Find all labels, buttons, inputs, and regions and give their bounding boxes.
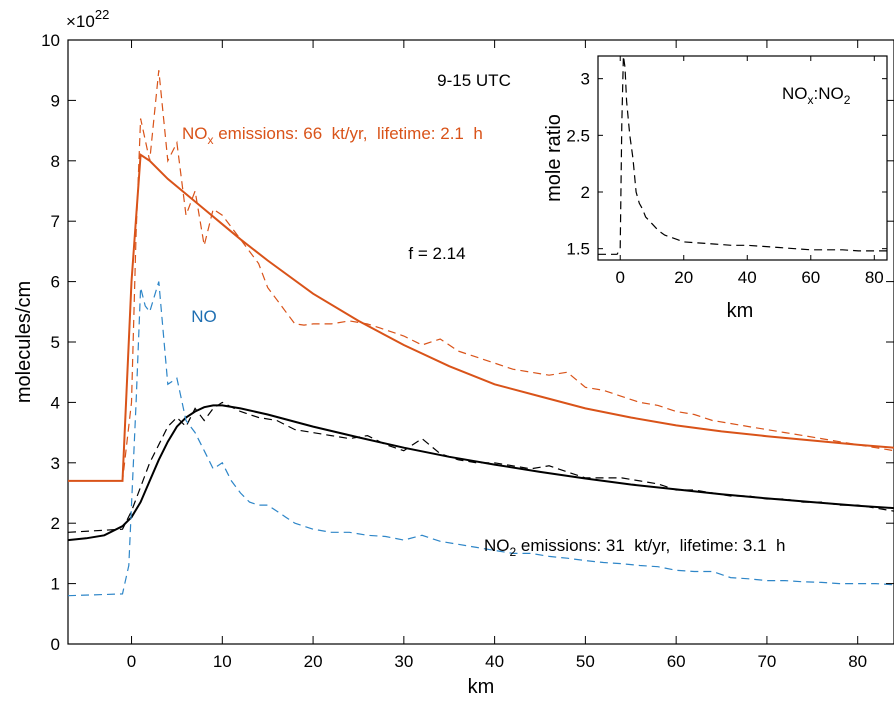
no2-label-post: emissions: 31 kt/yr, lifetime: 3.1 h [516,536,785,555]
y-tick-label: 5 [51,333,60,352]
main-x-ticks: 0 10 20 30 40 50 60 70 80 [127,40,867,671]
nox-label-pre: NO [182,124,208,143]
y-multiplier-base: ×10 [66,12,95,31]
x-tick-label: 30 [394,652,413,671]
y-multiplier: ×1022 [66,7,109,31]
time-label: 9-15 UTC [437,71,511,90]
x-tick-label: 70 [757,652,776,671]
series-line-no-obs [67,281,894,597]
y-tick-label: 1.5 [566,240,590,259]
inset-y-ticks: 1.5 2 2.5 3 [566,70,887,259]
no2-emissions-label: NO2 emissions: 31 kt/yr, lifetime: 3.1 h [484,536,785,559]
main-x-axis-label: km [468,676,495,698]
inset-label-mid: :NO [814,84,844,103]
y-tick-label: 1 [51,575,60,594]
x-tick-label: 40 [485,652,504,671]
inset-plot-area [597,55,888,261]
y-tick-label: 4 [51,393,60,412]
y-tick-label: 0 [51,635,60,654]
no2-label-pre: NO [484,536,510,555]
inset-y-axis-label: mole ratio [543,114,565,202]
inset-x-ticks: 0 20 40 60 80 [615,56,884,287]
y-tick-label: 6 [51,273,60,292]
y-tick-label: 9 [51,91,60,110]
y-tick-label: 3 [581,70,590,89]
x-tick-label: 0 [615,268,624,287]
inset-label-sub1: x [808,93,814,107]
y-tick-label: 7 [51,212,60,231]
inset-ratio-label: NOx:NO2 [782,84,851,107]
series-line-nox-fit [68,153,894,482]
nox-emissions-label: NOx emissions: 66 kt/yr, lifetime: 2.1 h [182,124,483,147]
x-tick-label: 40 [738,268,757,287]
series-line-nox-obs [68,70,894,482]
inset-x-axis-label: km [727,300,754,322]
x-tick-label: 60 [801,268,820,287]
f-label: f = 2.14 [408,244,465,263]
nox-label-sub: x [208,133,214,147]
inset-series-group [598,55,887,255]
y-tick-label: 8 [51,152,60,171]
main-y-ticks: 0 1 2 3 4 5 6 7 8 9 10 [41,31,894,654]
series-line-no2-fit [67,404,894,542]
x-tick-label: 80 [865,268,884,287]
x-tick-label: 20 [674,268,693,287]
main-series-group [67,70,894,597]
no2-label-sub: 2 [510,545,517,559]
x-tick-label: 50 [576,652,595,671]
main-y-axis-label: molecules/cm [13,281,35,403]
y-tick-label: 2 [51,514,60,533]
nox-label-post: emissions: 66 kt/yr, lifetime: 2.1 h [214,124,483,143]
y-tick-label: 10 [41,31,60,50]
inset-label-sub2: 2 [844,93,851,107]
y-tick-label: 2.5 [566,126,590,145]
no-label: NO [191,307,217,326]
x-tick-label: 0 [127,652,136,671]
x-tick-label: 20 [304,652,323,671]
x-tick-label: 80 [848,652,867,671]
x-tick-label: 60 [667,652,686,671]
series-line-ratio [598,55,887,255]
inset-label-pre: NO [782,84,808,103]
y-tick-label: 3 [51,454,60,473]
y-tick-label: 2 [581,183,590,202]
x-tick-label: 10 [213,652,232,671]
y-multiplier-exp: 22 [95,7,109,22]
